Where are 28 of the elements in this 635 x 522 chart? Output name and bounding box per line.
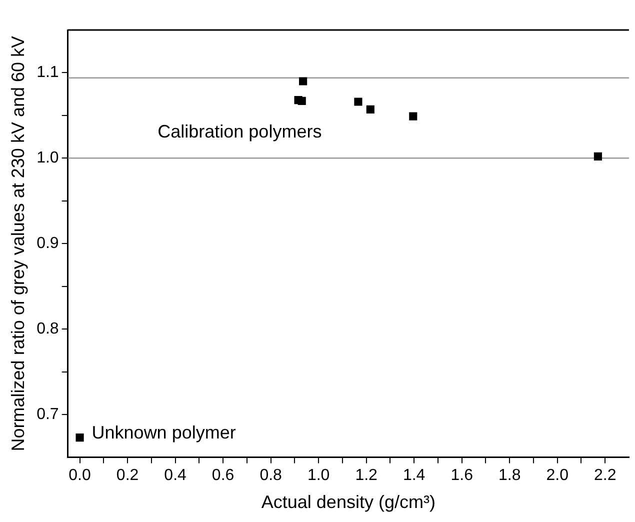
y-tick-label: 0.9	[36, 235, 59, 252]
point	[299, 77, 308, 86]
x-tick-label: 2.2	[594, 467, 616, 484]
annotation: Calibration polymers	[158, 121, 322, 142]
x-tick-label: 2.0	[546, 467, 569, 484]
y-tick-label: 1.0	[36, 150, 59, 167]
point	[409, 112, 418, 120]
annotation: Unknown polymer	[92, 422, 236, 443]
x-tick-label: 1.8	[498, 467, 521, 484]
x-axis-title: Actual density (g/cm³)	[261, 492, 436, 512]
x-tick-label: 1.4	[402, 467, 426, 484]
point	[298, 96, 306, 105]
x-tick-label: 0.8	[260, 467, 282, 484]
y-tick-label: 0.8	[36, 320, 59, 338]
y-tick-label: 0.7	[36, 406, 59, 423]
x-tick-label: 0.2	[116, 467, 139, 484]
x-tick-label: 1.0	[307, 467, 330, 484]
x-tick-label: 0.0	[68, 467, 91, 484]
point	[366, 105, 374, 114]
y-axis-title: Normalized ratio of grey values at 230 kV and 60 kV	[8, 36, 28, 452]
point	[76, 434, 84, 442]
x-tick-label: 1.6	[450, 467, 474, 484]
point	[354, 98, 362, 106]
x-tick-label: 0.6	[212, 467, 234, 484]
y-tick-label: 1.1	[36, 64, 59, 82]
x-tick-label: 0.4	[164, 467, 187, 484]
x-tick-label: 1.2	[355, 467, 378, 484]
point	[594, 152, 602, 160]
